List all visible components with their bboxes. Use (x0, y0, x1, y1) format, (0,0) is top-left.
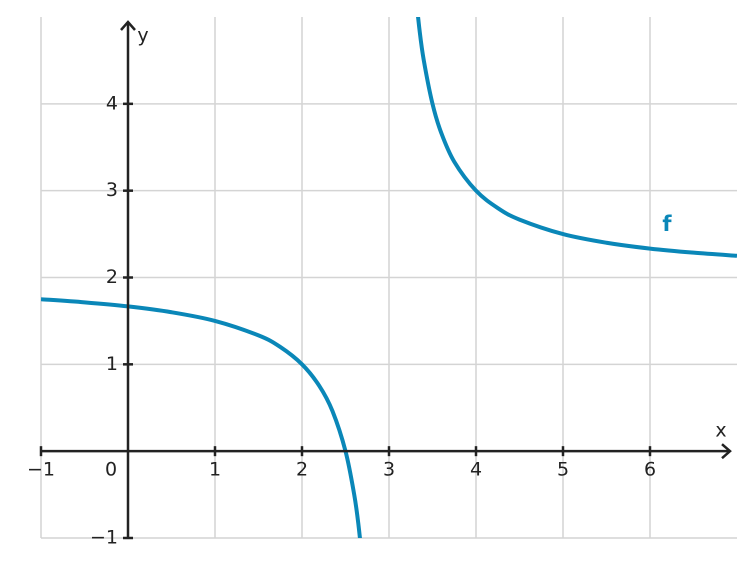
curve (41, 17, 737, 538)
y-tick-label: 2 (106, 266, 118, 288)
grid (40, 17, 737, 539)
plot-area (41, 17, 737, 538)
x-tick-label: 4 (470, 459, 482, 481)
axes: −1 0 1 2 3 4 5 6 −1 1 2 3 4 x y f (27, 20, 732, 549)
y-tick-label: 4 (106, 92, 118, 114)
x-tick-label: 1 (209, 459, 221, 481)
x-tick-label: 2 (296, 459, 308, 481)
x-axis-arrow (721, 443, 732, 460)
x-tick-label: 5 (557, 459, 569, 481)
y-tick-label: 3 (106, 179, 118, 201)
x-tick-label: −1 (27, 459, 55, 481)
x-tick-label: 6 (644, 459, 656, 481)
x-axis-label: x (715, 420, 726, 442)
y-tick-label: 1 (106, 353, 118, 375)
x-tick-label: 0 (105, 459, 117, 481)
curve-label: f (662, 212, 672, 236)
y-axis-arrow (120, 20, 136, 31)
y-tick-label: −1 (90, 527, 118, 549)
x-tick-label: 3 (383, 459, 395, 481)
y-axis-label: y (137, 25, 148, 47)
